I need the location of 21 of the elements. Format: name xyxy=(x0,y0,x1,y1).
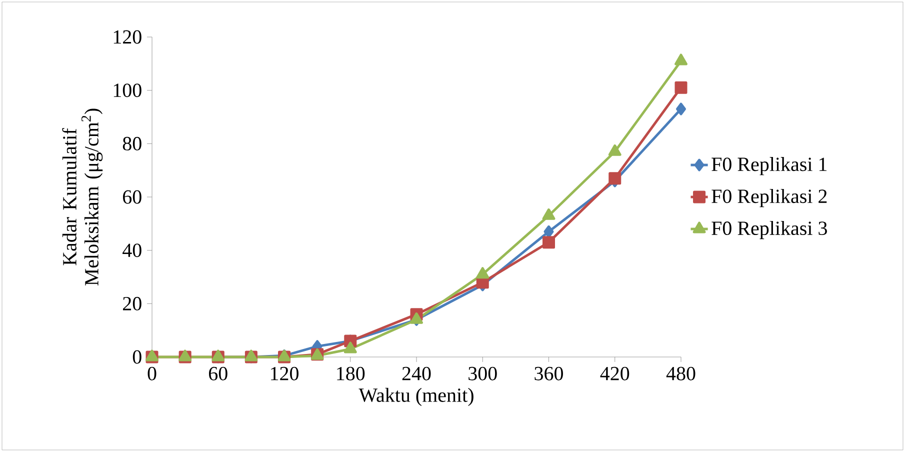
y-tick-label: 80 xyxy=(122,136,142,150)
x-axis-title: Waktu (menit) xyxy=(358,388,474,406)
legend-label: F0 Replikasi 1 xyxy=(712,157,827,176)
legend-label: F0 Replikasi 3 xyxy=(712,220,827,240)
x-tick-label: 120 xyxy=(271,366,298,380)
x-tick-label: 480 xyxy=(666,366,696,380)
x-tick-label: 240 xyxy=(402,366,431,380)
y-tick-label: 100 xyxy=(114,84,142,98)
y-tick-label: 40 xyxy=(122,244,142,258)
y-tick-label: 60 xyxy=(123,190,142,204)
y-tick-label: 20 xyxy=(123,296,142,310)
y-tick-label: 120 xyxy=(114,30,142,44)
x-tick-label: 0 xyxy=(148,366,156,380)
x-tick-label: 420 xyxy=(600,366,630,380)
x-tick-label: 60 xyxy=(208,366,228,380)
x-tick-label: 300 xyxy=(468,366,497,380)
x-tick-label: 360 xyxy=(534,366,563,380)
legend-label: F0 Replikasi 2 xyxy=(712,189,827,208)
x-tick-label: 180 xyxy=(337,366,365,380)
y-tick-label: 0 xyxy=(132,350,142,364)
y-axis-title: Kadar Kumulatif Meloksikam (μg/cm$^{2}$) xyxy=(62,108,103,286)
